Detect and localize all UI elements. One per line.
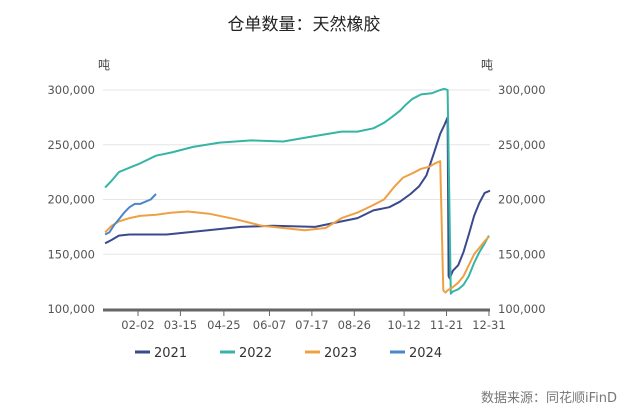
x-tick-label: 10-12 [387, 318, 420, 332]
series-line-2021 [104, 116, 491, 280]
y-tick-label-left: 100,000 [47, 302, 95, 316]
series-line-2024 [104, 193, 157, 236]
series-lines [104, 87, 491, 295]
y-tick-label-right: 250,000 [498, 138, 546, 152]
y-tick-label-left: 300,000 [47, 83, 95, 97]
x-tick-label: 04-25 [207, 318, 240, 332]
y-tick-label-left: 200,000 [47, 193, 95, 207]
y-tick-label-right: 100,000 [498, 302, 546, 316]
x-ticks: 02-02 03-15 04-25 06-07 07-17 08-26 10-12 11-21… [121, 311, 506, 332]
x-tick-label: 08-26 [338, 318, 371, 332]
legend-label-2023: 2023 [324, 346, 357, 361]
y-tick-label-left: 150,000 [47, 247, 95, 261]
series-line-2023 [104, 160, 490, 294]
legend-label-2024: 2024 [409, 346, 442, 361]
y-ticks-left: 100,000 150,000 200,000 250,000 300,000 [47, 83, 95, 316]
gridlines [103, 89, 490, 255]
y-tick-label-left: 250,000 [47, 138, 95, 152]
legend-label-2022: 2022 [239, 346, 272, 361]
x-tick-label: 03-15 [164, 318, 197, 332]
x-tick-label: 06-07 [253, 318, 286, 332]
y-unit-right: 吨 [481, 58, 493, 72]
legend-label-2021: 2021 [154, 346, 187, 361]
series-line-2022 [104, 87, 490, 295]
chart-title: 仓单数量：天然橡胶 [228, 15, 381, 35]
y-tick-label-right: 300,000 [498, 83, 546, 97]
x-tick-label: 02-02 [121, 318, 154, 332]
y-tick-label-right: 150,000 [498, 247, 546, 261]
x-tick-label: 07-17 [295, 318, 328, 332]
source-note: 数据来源：同花顺iFinD [481, 390, 617, 406]
y-tick-label-right: 200,000 [498, 193, 546, 207]
x-tick-label: 11-21 [430, 318, 463, 332]
y-unit-left: 吨 [98, 58, 110, 72]
y-ticks-right: 100,000 150,000 200,000 250,000 300,000 [498, 83, 546, 316]
legend: 2021 2022 2023 2024 [135, 346, 442, 361]
x-tick-label: 12-31 [472, 318, 505, 332]
